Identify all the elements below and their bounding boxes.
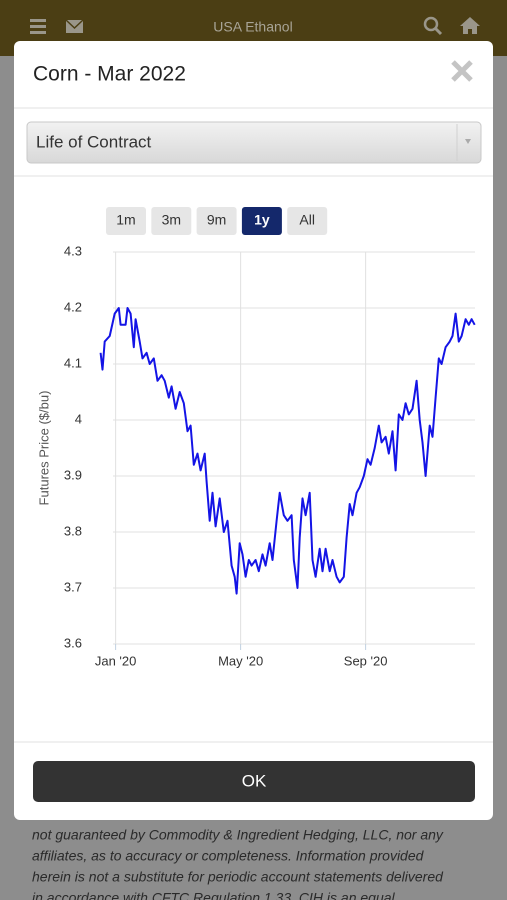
range-buttons: 1m 3m 9m 1y All xyxy=(106,207,328,235)
home-icon[interactable] xyxy=(460,17,480,34)
search-icon[interactable] xyxy=(423,16,443,36)
ok-label: OK xyxy=(242,771,267,790)
y-tick-label: 4.3 xyxy=(64,243,82,258)
range-select[interactable] xyxy=(26,121,482,164)
price-line xyxy=(99,307,476,595)
range-label: All xyxy=(299,212,315,228)
modal xyxy=(14,41,493,820)
y-tick-label: 4 xyxy=(75,411,82,426)
x-tick-label: Sep '20 xyxy=(344,653,388,668)
y-axis-label: Futures Price ($/bu) xyxy=(36,391,51,506)
background-line: not guaranteed by Commodity & Ingredient… xyxy=(32,827,444,843)
x-tick-label: May '20 xyxy=(218,653,263,668)
range-button[interactable] xyxy=(196,207,237,235)
range-label: 3m xyxy=(162,212,181,228)
y-tick-label: 3.8 xyxy=(64,523,82,538)
background-line: in accordance with CFTC Regulation 1.33.… xyxy=(32,890,396,900)
y-tick-label: 3.6 xyxy=(64,635,82,650)
select-arrow xyxy=(465,139,471,144)
range-button[interactable] xyxy=(287,207,328,235)
modal-title: Corn - Mar 2022 xyxy=(33,63,186,86)
range-label: 1m xyxy=(116,212,135,228)
y-tick-label: 4.1 xyxy=(64,355,82,370)
y-tick-label: 4.2 xyxy=(64,299,82,314)
y-tick-label: 3.7 xyxy=(64,579,82,594)
background-text: not guaranteed by Commodity & Ingredient… xyxy=(32,827,444,900)
app-title: USA Ethanol xyxy=(213,19,292,35)
range-button[interactable] xyxy=(106,207,146,235)
chart: 3.6 3.7 3.8 3.9 4 4.1 4.2 4.3 Jan '20 May '20 Sep … xyxy=(36,243,476,668)
x-tick-label: Jan '20 xyxy=(95,653,137,668)
range-button[interactable] xyxy=(151,207,192,235)
mail-icon[interactable] xyxy=(65,19,84,33)
select-value: Life of Contract xyxy=(36,132,152,151)
range-button[interactable] xyxy=(241,207,282,235)
close-button[interactable] xyxy=(451,60,473,82)
ok-button[interactable] xyxy=(33,761,475,802)
background-line: herein is not a substitute for periodic … xyxy=(32,869,444,885)
range-label: 9m xyxy=(207,212,226,228)
menu-icon[interactable] xyxy=(30,19,46,34)
y-tick-label: 3.9 xyxy=(64,467,82,482)
background-line: affiliates, as to accuracy or completene… xyxy=(32,848,425,864)
range-label: 1y xyxy=(254,212,270,228)
